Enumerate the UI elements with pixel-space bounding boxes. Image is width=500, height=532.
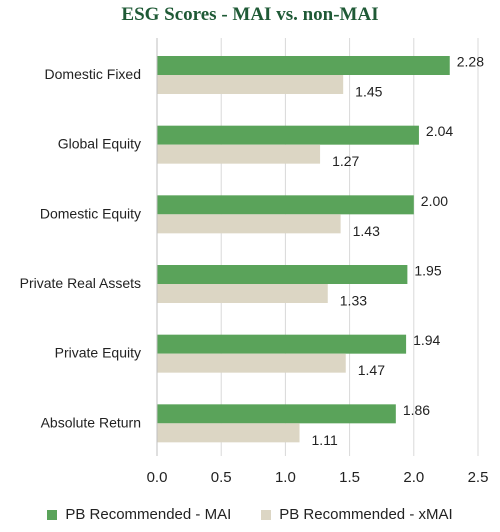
bar-xmai — [157, 214, 341, 234]
data-label: 2.04 — [426, 123, 453, 139]
x-tick-label: 2.0 — [403, 469, 424, 486]
x-tick-label: 1.0 — [275, 469, 296, 486]
legend-swatch-mai — [47, 509, 58, 520]
data-label: 1.43 — [353, 223, 380, 239]
bar-xmai — [157, 75, 344, 94]
x-tick-label: 1.5 — [339, 469, 360, 486]
bar-xmai — [157, 353, 346, 373]
x-tick-label: 2.5 — [468, 469, 489, 486]
bar-xmai — [157, 144, 321, 164]
legend-label-mai: PB Recommended - MAI — [65, 506, 232, 523]
bar-xmai — [157, 284, 328, 303]
x-tick-label: 0.5 — [211, 469, 232, 486]
category-label: Global Equity — [58, 136, 141, 152]
category-label: Domestic Fixed — [45, 66, 141, 82]
chart-title: ESG Scores - MAI vs. non-MAI — [121, 4, 379, 25]
data-label: 1.94 — [413, 332, 440, 348]
category-label: Private Real Assets — [20, 275, 141, 291]
x-tick-label: 0.0 — [147, 469, 168, 486]
legend: PB Recommended - MAI PB Recommended - xM… — [0, 506, 500, 523]
bar-mai — [157, 125, 419, 145]
data-label: 1.95 — [414, 263, 441, 279]
data-label: 1.11 — [312, 432, 338, 448]
bar-mai — [157, 404, 396, 424]
legend-item-xmai: PB Recommended - xMAI — [261, 506, 453, 523]
category-label: Private Equity — [55, 345, 141, 361]
data-label: 2.28 — [457, 54, 484, 70]
category-label: Absolute Return — [41, 414, 141, 430]
legend-label-xmai: PB Recommended - xMAI — [279, 506, 453, 523]
data-label: 2.00 — [421, 193, 448, 209]
bar-mai — [157, 265, 408, 284]
data-label: 1.27 — [332, 153, 359, 169]
data-label: 1.33 — [340, 293, 367, 309]
data-label: 1.86 — [403, 402, 430, 418]
bar-xmai — [157, 423, 300, 443]
data-label: 1.47 — [358, 362, 385, 378]
bar-mai — [157, 56, 450, 75]
legend-item-mai: PB Recommended - MAI — [47, 506, 231, 523]
bar-mai — [157, 195, 414, 215]
bar-mai — [157, 334, 407, 354]
legend-swatch-xmai — [261, 509, 272, 520]
category-label: Domestic Equity — [40, 205, 141, 221]
data-label: 1.45 — [355, 84, 382, 100]
